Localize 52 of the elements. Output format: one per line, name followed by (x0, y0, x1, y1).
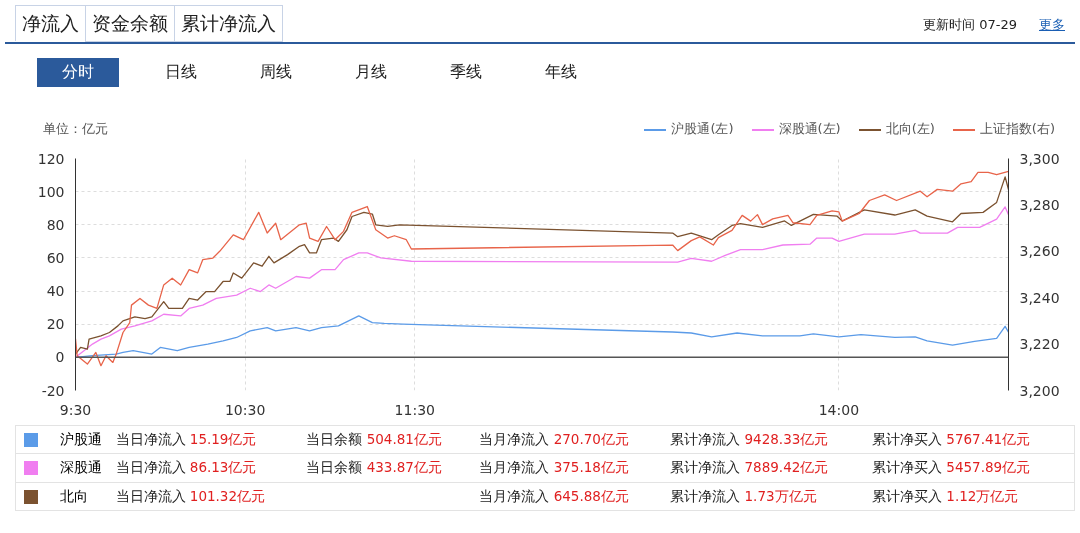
y-tick-label: 80 (46, 216, 65, 233)
text: 年线 (544, 61, 578, 84)
text: 当日净流入 101.32亿元 (115, 487, 266, 504)
text: 资金余额 (85, 5, 175, 43)
text: 累计净买入 1.12万亿元 (872, 487, 1019, 504)
text: 当日净流入 15.19亿元 (115, 431, 257, 447)
y2-tick-label: 3,200 (1019, 382, 1060, 399)
text: 当月净流入 270.70亿元 (479, 431, 629, 447)
text: 更多 (1039, 16, 1065, 32)
y2-tick-label: 3,220 (1019, 336, 1060, 353)
y2-tick-label: 3,300 (1019, 150, 1060, 167)
text: 累计净流入 1.73万亿元 (670, 487, 817, 504)
y-tick-label: -20 (41, 382, 65, 399)
text: 分时 (37, 58, 119, 87)
x-tick-label: 9:30 (59, 401, 92, 418)
text: 累计净流入 9428.33亿元 (670, 431, 829, 447)
legend-label: 深股通(左) (778, 120, 841, 139)
text: 日线 (164, 61, 198, 84)
text: 更新时间 07-29 (923, 16, 1017, 32)
text: 当月净流入 645.88亿元 (479, 487, 629, 504)
text: 累计净买入 5767.41亿元 (872, 431, 1031, 447)
x-tick-label: 10:30 (224, 401, 266, 418)
legend-label: 沪股通(左) (671, 120, 734, 139)
text: 当月净流入 375.18亿元 (479, 459, 629, 476)
y-tick-label: 0 (55, 349, 65, 366)
text: 沪股通 (59, 430, 103, 449)
y2-tick-label: 3,240 (1019, 289, 1060, 306)
text: 累计净流入 7889.42亿元 (670, 459, 829, 476)
legend-label: 上证指数(右) (979, 120, 1055, 139)
text: 当日余额 504.81亿元 (306, 431, 442, 447)
text: 北向 (59, 486, 89, 506)
y-tick-label: 120 (37, 150, 65, 167)
line-series (75, 206, 1009, 359)
text: 净流入 (15, 5, 86, 42)
text: 当日余额 433.87亿元 (306, 459, 442, 476)
y-tick-label: 20 (46, 316, 65, 333)
text: 深股通 (59, 458, 103, 478)
y-tick-label: 100 (37, 183, 65, 200)
y-tick-label: 60 (46, 249, 65, 266)
text: 季线 (449, 61, 483, 84)
x-tick-label: 14:00 (818, 401, 860, 418)
text: 月线 (354, 61, 388, 84)
text: 周线 (259, 61, 293, 84)
y-axis-title: 单位：亿元 (43, 120, 108, 139)
y2-tick-label: 3,260 (1019, 243, 1060, 260)
y-tick-label: 40 (46, 283, 65, 300)
y2-tick-label: 3,280 (1019, 196, 1060, 213)
x-tick-label: 11:30 (394, 401, 435, 418)
text: 累计净买入 5457.89亿元 (872, 459, 1031, 476)
text: 当日净流入 86.13亿元 (115, 459, 257, 476)
legend-label: 北向(左) (885, 120, 935, 139)
text: 累计净流入 (174, 5, 283, 43)
